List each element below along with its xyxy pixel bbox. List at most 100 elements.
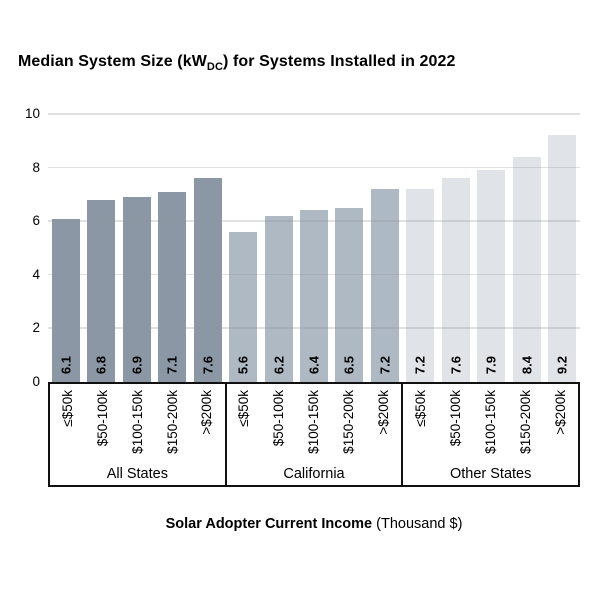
plot-area: 6.1 6.8 6.9 7.1 7.6 5.6 6.2 6.4 6.5 7.2 7.2 7.6 7.9 8… xyxy=(48,113,580,382)
y-tick-label: 4 xyxy=(32,266,40,282)
x-tick-label: ≤$50k xyxy=(236,390,252,427)
x-tick-cell: $50-100k xyxy=(438,390,473,472)
x-tick-label: $50-100k xyxy=(448,390,463,447)
bar-group-all-states: 6.1 6.8 6.9 7.1 7.6 xyxy=(48,114,225,382)
gridline xyxy=(48,273,580,276)
x-tick-label: >$200k xyxy=(199,390,215,435)
y-tick-label: 10 xyxy=(24,106,40,121)
x-tick-cell: >$200k xyxy=(543,390,578,472)
x-tick-label: $150-200k xyxy=(341,390,357,454)
bar-cell: 7.6 xyxy=(190,114,225,382)
bar xyxy=(406,189,435,382)
x-tick-row: ≤$50k $50-100k $100-150k $150-200k >$200k xyxy=(403,384,578,472)
x-tick-row: ≤$50k $50-100k $100-150k $150-200k >$200k xyxy=(227,384,402,472)
bar-cell: 7.9 xyxy=(474,114,509,382)
bar-value-label: 7.2 xyxy=(412,355,428,374)
x-tick-label: $100-150k xyxy=(306,390,322,454)
bar xyxy=(441,178,470,382)
x-tick-label: ≤$50k xyxy=(413,390,429,427)
bar-cell: 6.2 xyxy=(261,114,296,382)
chart-title-subscript: DC xyxy=(206,61,224,74)
x-axis-title: Solar Adopter Current Income (Thousand $… xyxy=(48,516,580,532)
y-axis: 0 2 4 6 8 10 xyxy=(0,107,42,388)
bar xyxy=(122,197,151,382)
bar-cell: 6.8 xyxy=(83,114,118,382)
bar xyxy=(370,189,399,382)
group-box-all-states: ≤$50k $50-100k $100-150k $150-200k >$200k All… xyxy=(48,384,225,485)
group-box-california: ≤$50k $50-100k $100-150k $150-200k >$200k Cal… xyxy=(224,384,402,485)
bar-value-label: 7.9 xyxy=(483,355,499,374)
x-tick-cell: $150-200k xyxy=(331,390,366,472)
y-tick-label: 6 xyxy=(32,213,40,229)
bar-cell: 6.1 xyxy=(48,114,83,382)
chart-title-suffix: ) for Systems Installed in 2022 xyxy=(223,53,456,70)
x-tick-cell: $100-150k xyxy=(297,390,332,472)
bar-cell: 7.6 xyxy=(438,114,473,382)
bar-cell: 6.4 xyxy=(296,114,331,382)
x-tick-cell: >$200k xyxy=(190,390,225,472)
x-tick-label: $100-150k xyxy=(129,390,145,454)
y-tick-label: 8 xyxy=(32,159,40,175)
bar-cell: 8.4 xyxy=(509,114,544,382)
bar-value-label: 6.4 xyxy=(306,355,322,374)
bar-value-label: 8.4 xyxy=(519,355,535,374)
x-tick-label: >$200k xyxy=(552,390,568,435)
bar xyxy=(87,199,116,382)
x-tick-cell: $100-150k xyxy=(473,390,508,472)
x-tick-cell: $150-200k xyxy=(155,390,190,472)
x-tick-cell: >$200k xyxy=(366,390,401,472)
x-tick-cell: ≤$50k xyxy=(227,390,262,472)
group-label: All States xyxy=(106,465,168,482)
bar xyxy=(300,210,328,382)
x-axis-group-boxes: ≤$50k $50-100k $100-150k $150-200k >$200k All… xyxy=(48,382,580,487)
x-tick-label: $100-150k xyxy=(482,390,498,454)
x-tick-cell: $100-150k xyxy=(120,390,155,472)
bar xyxy=(335,207,364,382)
bar xyxy=(512,156,541,382)
bar-value-label: 9.2 xyxy=(554,355,570,374)
bar-value-label: 6.8 xyxy=(93,355,109,374)
gridline xyxy=(48,327,580,329)
bar-cell: 6.5 xyxy=(332,114,367,382)
bar-cell: 7.1 xyxy=(154,114,189,382)
x-axis-title-units: (Thousand $) xyxy=(372,516,463,532)
x-tick-row: ≤$50k $50-100k $100-150k $150-200k >$200k xyxy=(50,384,225,472)
x-tick-label: $50-100k xyxy=(271,390,287,447)
group-label: California xyxy=(283,465,345,482)
bar-value-label: 6.9 xyxy=(129,355,145,374)
bar-value-label: 6.2 xyxy=(271,355,287,374)
bar-value-label: 7.2 xyxy=(377,355,393,374)
chart-title: Median System Size (kWDC) for Systems In… xyxy=(18,53,456,73)
x-tick-cell: $50-100k xyxy=(85,390,120,472)
gridline xyxy=(48,166,580,169)
x-tick-label: $50-100k xyxy=(94,390,110,447)
bars-container: 6.1 6.8 6.9 7.1 7.6 5.6 6.2 6.4 6.5 7.2 7.2 7.6 7.9 8… xyxy=(48,114,580,382)
bar-group-other-states: 7.2 7.6 7.9 8.4 9.2 xyxy=(403,114,580,382)
group-label: Other States xyxy=(449,465,532,482)
bar xyxy=(51,218,80,382)
bar-group-california: 5.6 6.2 6.4 6.5 7.2 xyxy=(225,114,402,382)
bar-cell: 5.6 xyxy=(225,114,260,382)
x-axis-title-bold: Solar Adopter Current Income xyxy=(165,516,373,532)
bar-value-label: 7.1 xyxy=(164,355,180,374)
x-tick-label: >$200k xyxy=(376,390,392,435)
x-tick-cell: ≤$50k xyxy=(403,390,438,472)
bar-value-label: 7.6 xyxy=(200,355,216,374)
bar-value-label: 7.6 xyxy=(448,355,464,374)
gridline xyxy=(48,220,580,222)
x-tick-label: $150-200k xyxy=(517,390,533,454)
bar-cell: 9.2 xyxy=(545,114,580,382)
group-box-other-states: ≤$50k $50-100k $100-150k $150-200k >$200k Oth… xyxy=(401,384,578,485)
x-tick-cell: $50-100k xyxy=(262,390,297,472)
bar xyxy=(477,170,506,382)
gridline xyxy=(48,113,580,115)
bar-value-label: 6.1 xyxy=(58,355,74,374)
bar-cell: 7.2 xyxy=(403,114,438,382)
bar-value-label: 5.6 xyxy=(235,355,251,374)
bar-cell: 6.9 xyxy=(119,114,154,382)
bar-value-label: 6.5 xyxy=(341,355,357,374)
x-tick-cell: $150-200k xyxy=(508,390,543,472)
bar xyxy=(548,135,577,382)
x-tick-label: $150-200k xyxy=(164,390,180,454)
